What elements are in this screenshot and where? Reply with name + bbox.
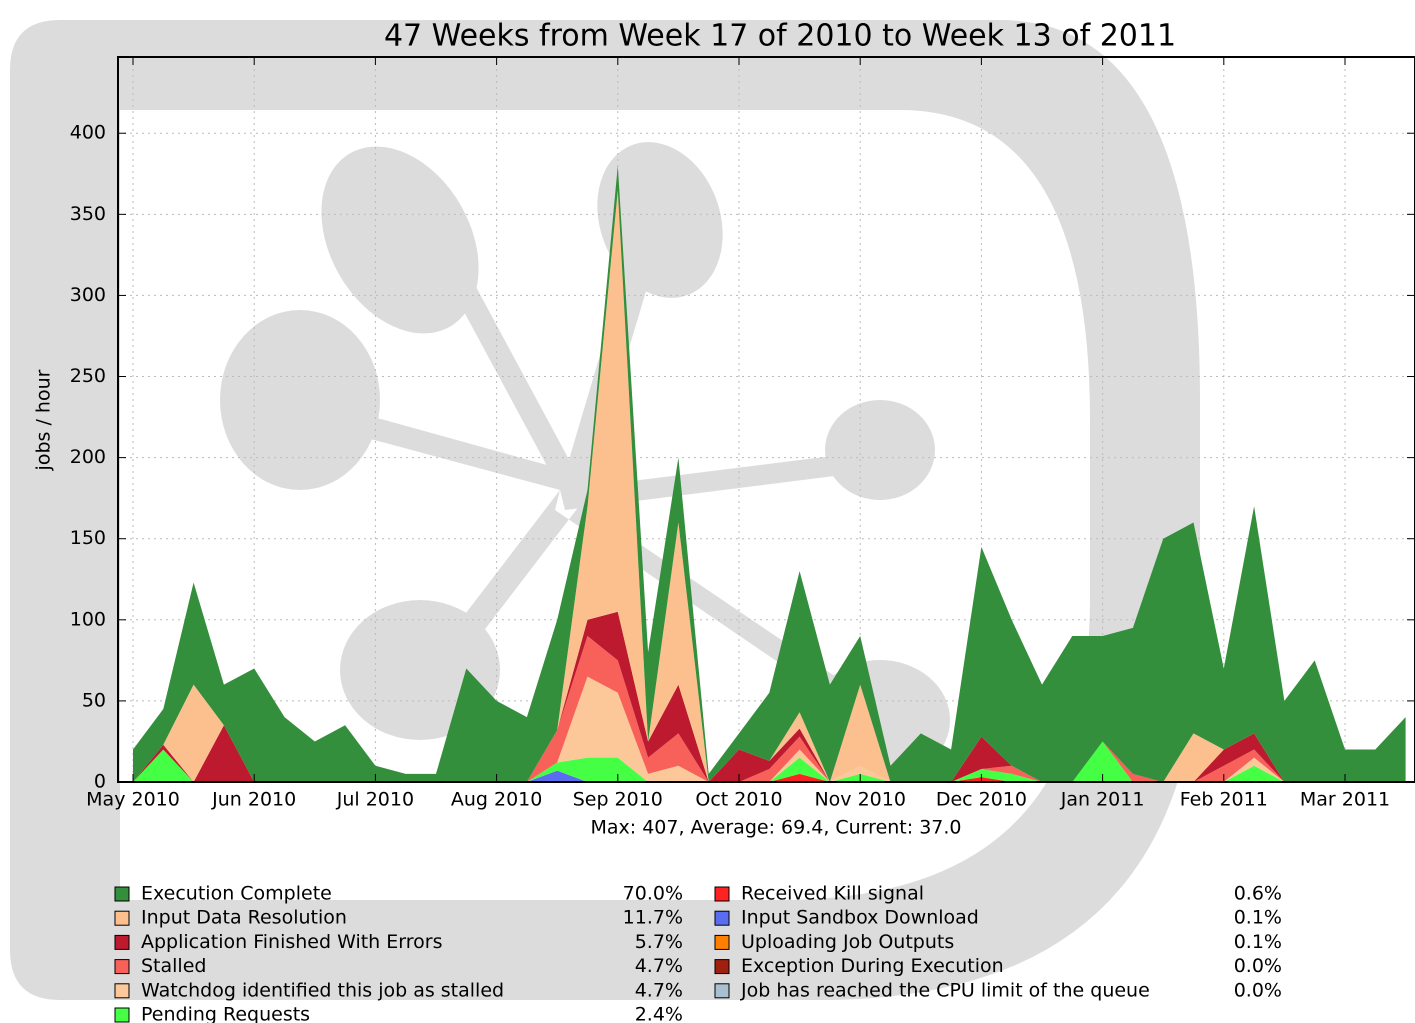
legend-swatch (715, 984, 729, 998)
legend-label: Job has reached the CPU limit of the que… (740, 979, 1150, 1001)
legend-swatch (715, 935, 729, 949)
legend-swatch (115, 887, 129, 901)
x-tick-label: Jun 2010 (211, 789, 296, 811)
legend-label: Execution Complete (141, 883, 332, 905)
chart-title: 47 Weeks from Week 17 of 2010 to Week 13… (384, 19, 1176, 54)
x-tick-label: Oct 2010 (695, 789, 782, 811)
chart-subtitle: Max: 407, Average: 69.4, Current: 37.0 (590, 817, 961, 839)
legend-swatch (115, 984, 129, 998)
x-tick-label: Feb 2011 (1180, 789, 1268, 811)
legend-percent: 2.4% (635, 1004, 683, 1023)
legend-label: Watchdog identified this job as stalled (141, 979, 504, 1001)
legend-label: Application Finished With Errors (141, 931, 442, 953)
legend-percent: 5.7% (635, 931, 683, 953)
x-tick-label: Jul 2010 (336, 789, 414, 811)
x-tick-label: Dec 2010 (936, 789, 1027, 811)
legend-percent: 4.7% (635, 979, 683, 1001)
legend-percent: 4.7% (635, 955, 683, 977)
legend-swatch (115, 960, 129, 974)
y-tick-label: 50 (82, 689, 106, 711)
legend-swatch (715, 911, 729, 925)
legend-percent: 0.6% (1234, 883, 1282, 905)
legend-percent: 0.0% (1234, 955, 1282, 977)
legend-percent: 0.0% (1234, 979, 1282, 1001)
legend-swatch (115, 935, 129, 949)
y-tick-label: 150 (70, 527, 106, 549)
x-tick-label: Aug 2010 (451, 789, 543, 811)
y-tick-label: 250 (70, 365, 106, 387)
legend-label: Input Data Resolution (141, 907, 347, 929)
legend-label: Exception During Execution (741, 955, 1004, 977)
y-tick-label: 400 (70, 122, 106, 144)
y-tick-label: 300 (70, 284, 106, 306)
legend-percent: 0.1% (1234, 931, 1282, 953)
y-tick-label: 200 (70, 446, 106, 468)
legend-swatch (115, 911, 129, 925)
legend-swatch (715, 887, 729, 901)
legend-swatch (115, 1008, 129, 1022)
x-tick-label: Mar 2011 (1300, 789, 1390, 811)
x-tick-label: Jan 2011 (1060, 789, 1145, 811)
legend-percent: 70.0% (623, 883, 683, 905)
y-tick-label: 100 (70, 608, 106, 630)
legend-label: Input Sandbox Download (741, 907, 979, 929)
x-tick-label: May 2010 (86, 789, 180, 811)
legend-percent: 11.7% (623, 907, 683, 929)
chart: 47 Weeks from Week 17 of 2010 to Week 13… (0, 0, 1415, 1023)
legend-label: Stalled (141, 955, 206, 977)
legend-label: Pending Requests (141, 1004, 310, 1023)
legend-label: Uploading Job Outputs (741, 931, 954, 953)
x-tick-label: Sep 2010 (573, 789, 663, 811)
y-tick-label: 350 (70, 203, 106, 225)
y-axis-label: jobs / hour (33, 369, 55, 471)
legend-percent: 0.1% (1234, 907, 1282, 929)
legend-label: Received Kill signal (741, 883, 924, 905)
x-tick-label: Nov 2010 (814, 789, 905, 811)
legend-swatch (715, 960, 729, 974)
